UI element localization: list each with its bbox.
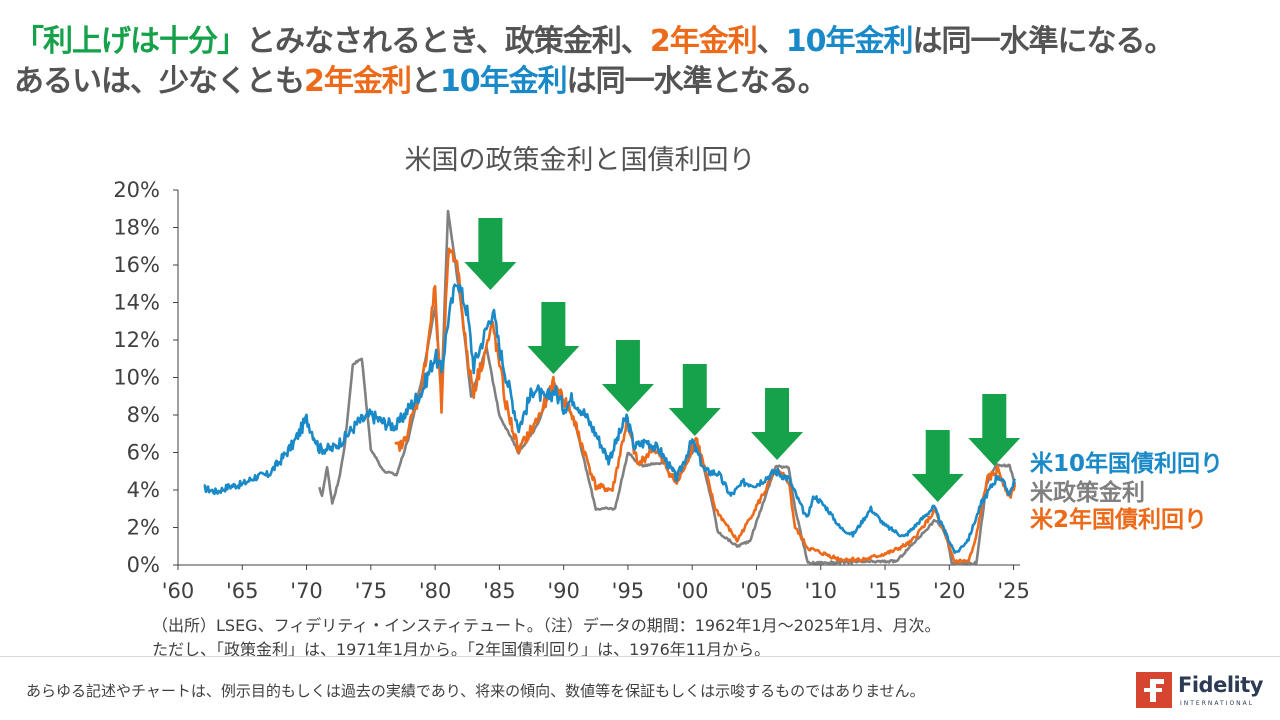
x-tick-label: '60	[162, 579, 195, 603]
x-tick-label: '10	[804, 579, 837, 603]
headline-line2-segment-4: は同一水準となる。	[566, 64, 828, 99]
legend-2y: 米2年国債利回り	[1030, 506, 1207, 533]
headline-line2-segment-0: あるいは、少なくとも	[14, 64, 305, 99]
x-tick-label: '25	[997, 579, 1030, 603]
headline-line1-segment-3: 、	[756, 24, 787, 59]
headline-line2-segment-3: 10年金利	[439, 64, 568, 99]
x-tick-label: '75	[355, 579, 388, 603]
y-tick-label: 2%	[127, 516, 160, 540]
headline-line1-segment-1: とみなされるとき、政策金利、	[246, 24, 651, 59]
x-tick-label: '95	[612, 579, 645, 603]
x-tick-label: '15	[869, 579, 902, 603]
series-line-0	[203, 283, 1017, 555]
y-tick-label: 4%	[127, 478, 160, 502]
headline-line-1: 「利上げは十分」とみなされるとき、政策金利、2年金利、10年金利は同一水準になる…	[14, 22, 1274, 62]
fidelity-mark-icon	[1136, 672, 1172, 708]
x-tick-label: '80	[419, 579, 452, 603]
source-note: （出所）LSEG、フィデリティ・インスティテュート。（注）データの期間：1962…	[152, 614, 941, 662]
y-tick-label: 6%	[127, 441, 160, 465]
y-tick-label: 14%	[113, 291, 160, 315]
y-tick-label: 16%	[113, 253, 160, 277]
chart-series	[203, 209, 1017, 566]
chart-legend: 米10年国債利回り 米政策金利 米2年国債利回り	[1030, 450, 1223, 533]
y-tick-label: 18%	[113, 216, 160, 240]
headline-line2-segment-2: と	[410, 64, 441, 99]
headline: 「利上げは十分」とみなされるとき、政策金利、2年金利、10年金利は同一水準になる…	[14, 22, 1274, 102]
y-tick-label: 10%	[113, 366, 160, 390]
chart-title: 米国の政策金利と国債利回り	[404, 145, 756, 176]
down-arrow-icon	[527, 302, 580, 374]
y-tick-label: 0%	[127, 553, 160, 577]
headline-line1-segment-5: は同一水準になる。	[912, 24, 1175, 59]
x-tick-label: '65	[226, 579, 259, 603]
headline-line1-segment-0: 「利上げは十分」	[14, 24, 247, 59]
down-arrow-icon	[751, 388, 804, 460]
x-tick-label: '85	[483, 579, 516, 603]
headline-line2-segment-1: 2年金利	[304, 64, 412, 99]
down-arrow-icon	[464, 218, 517, 290]
headline-line-2: あるいは、少なくとも2年金利と10年金利は同一水準となる。	[14, 62, 1274, 102]
headline-line1-segment-2: 2年金利	[649, 24, 758, 59]
down-arrow-icon	[668, 364, 721, 436]
down-arrow-icon	[968, 394, 1021, 466]
x-tick-label: '05	[740, 579, 773, 603]
source-line-1: （出所）LSEG、フィデリティ・インスティテュート。（注）データの期間：1962…	[152, 616, 941, 635]
chart-arrows	[464, 218, 1021, 502]
x-tick-label: '00	[676, 579, 709, 603]
y-tick-label: 20%	[113, 178, 160, 202]
legend-10y: 米10年国債利回り	[1030, 450, 1223, 477]
x-tick-label: '20	[933, 579, 966, 603]
logo-subtitle: INTERNATIONAL	[1180, 700, 1255, 707]
chart-axes: 0% 2% 4% 6% 8% 10% 12% 14% 16% 18% 20% '60 '65 '70 '75…	[113, 178, 1030, 603]
source-line-2: ただし、「政策金利」は、1971年1月から。「2年国債利回り」は、1976年11…	[152, 640, 771, 659]
y-tick-label: 12%	[113, 328, 160, 352]
fidelity-logo[interactable]: Fidelity INTERNATIONAL	[1136, 668, 1266, 712]
y-tick-label: 8%	[127, 403, 160, 427]
footer-divider	[0, 656, 1280, 657]
headline-line1-segment-4: 10年金利	[785, 24, 914, 59]
down-arrow-icon	[911, 430, 964, 502]
x-tick-label: '70	[290, 579, 323, 603]
down-arrow-icon	[601, 340, 654, 412]
legend-policy: 米政策金利	[1030, 479, 1145, 506]
logo-name: Fidelity	[1178, 673, 1263, 697]
x-tick-label: '90	[547, 579, 580, 603]
disclaimer: あらゆる記述やチャートは、例示目的もしくは過去の実績であり、将来の傾向、数値等を…	[26, 682, 925, 700]
